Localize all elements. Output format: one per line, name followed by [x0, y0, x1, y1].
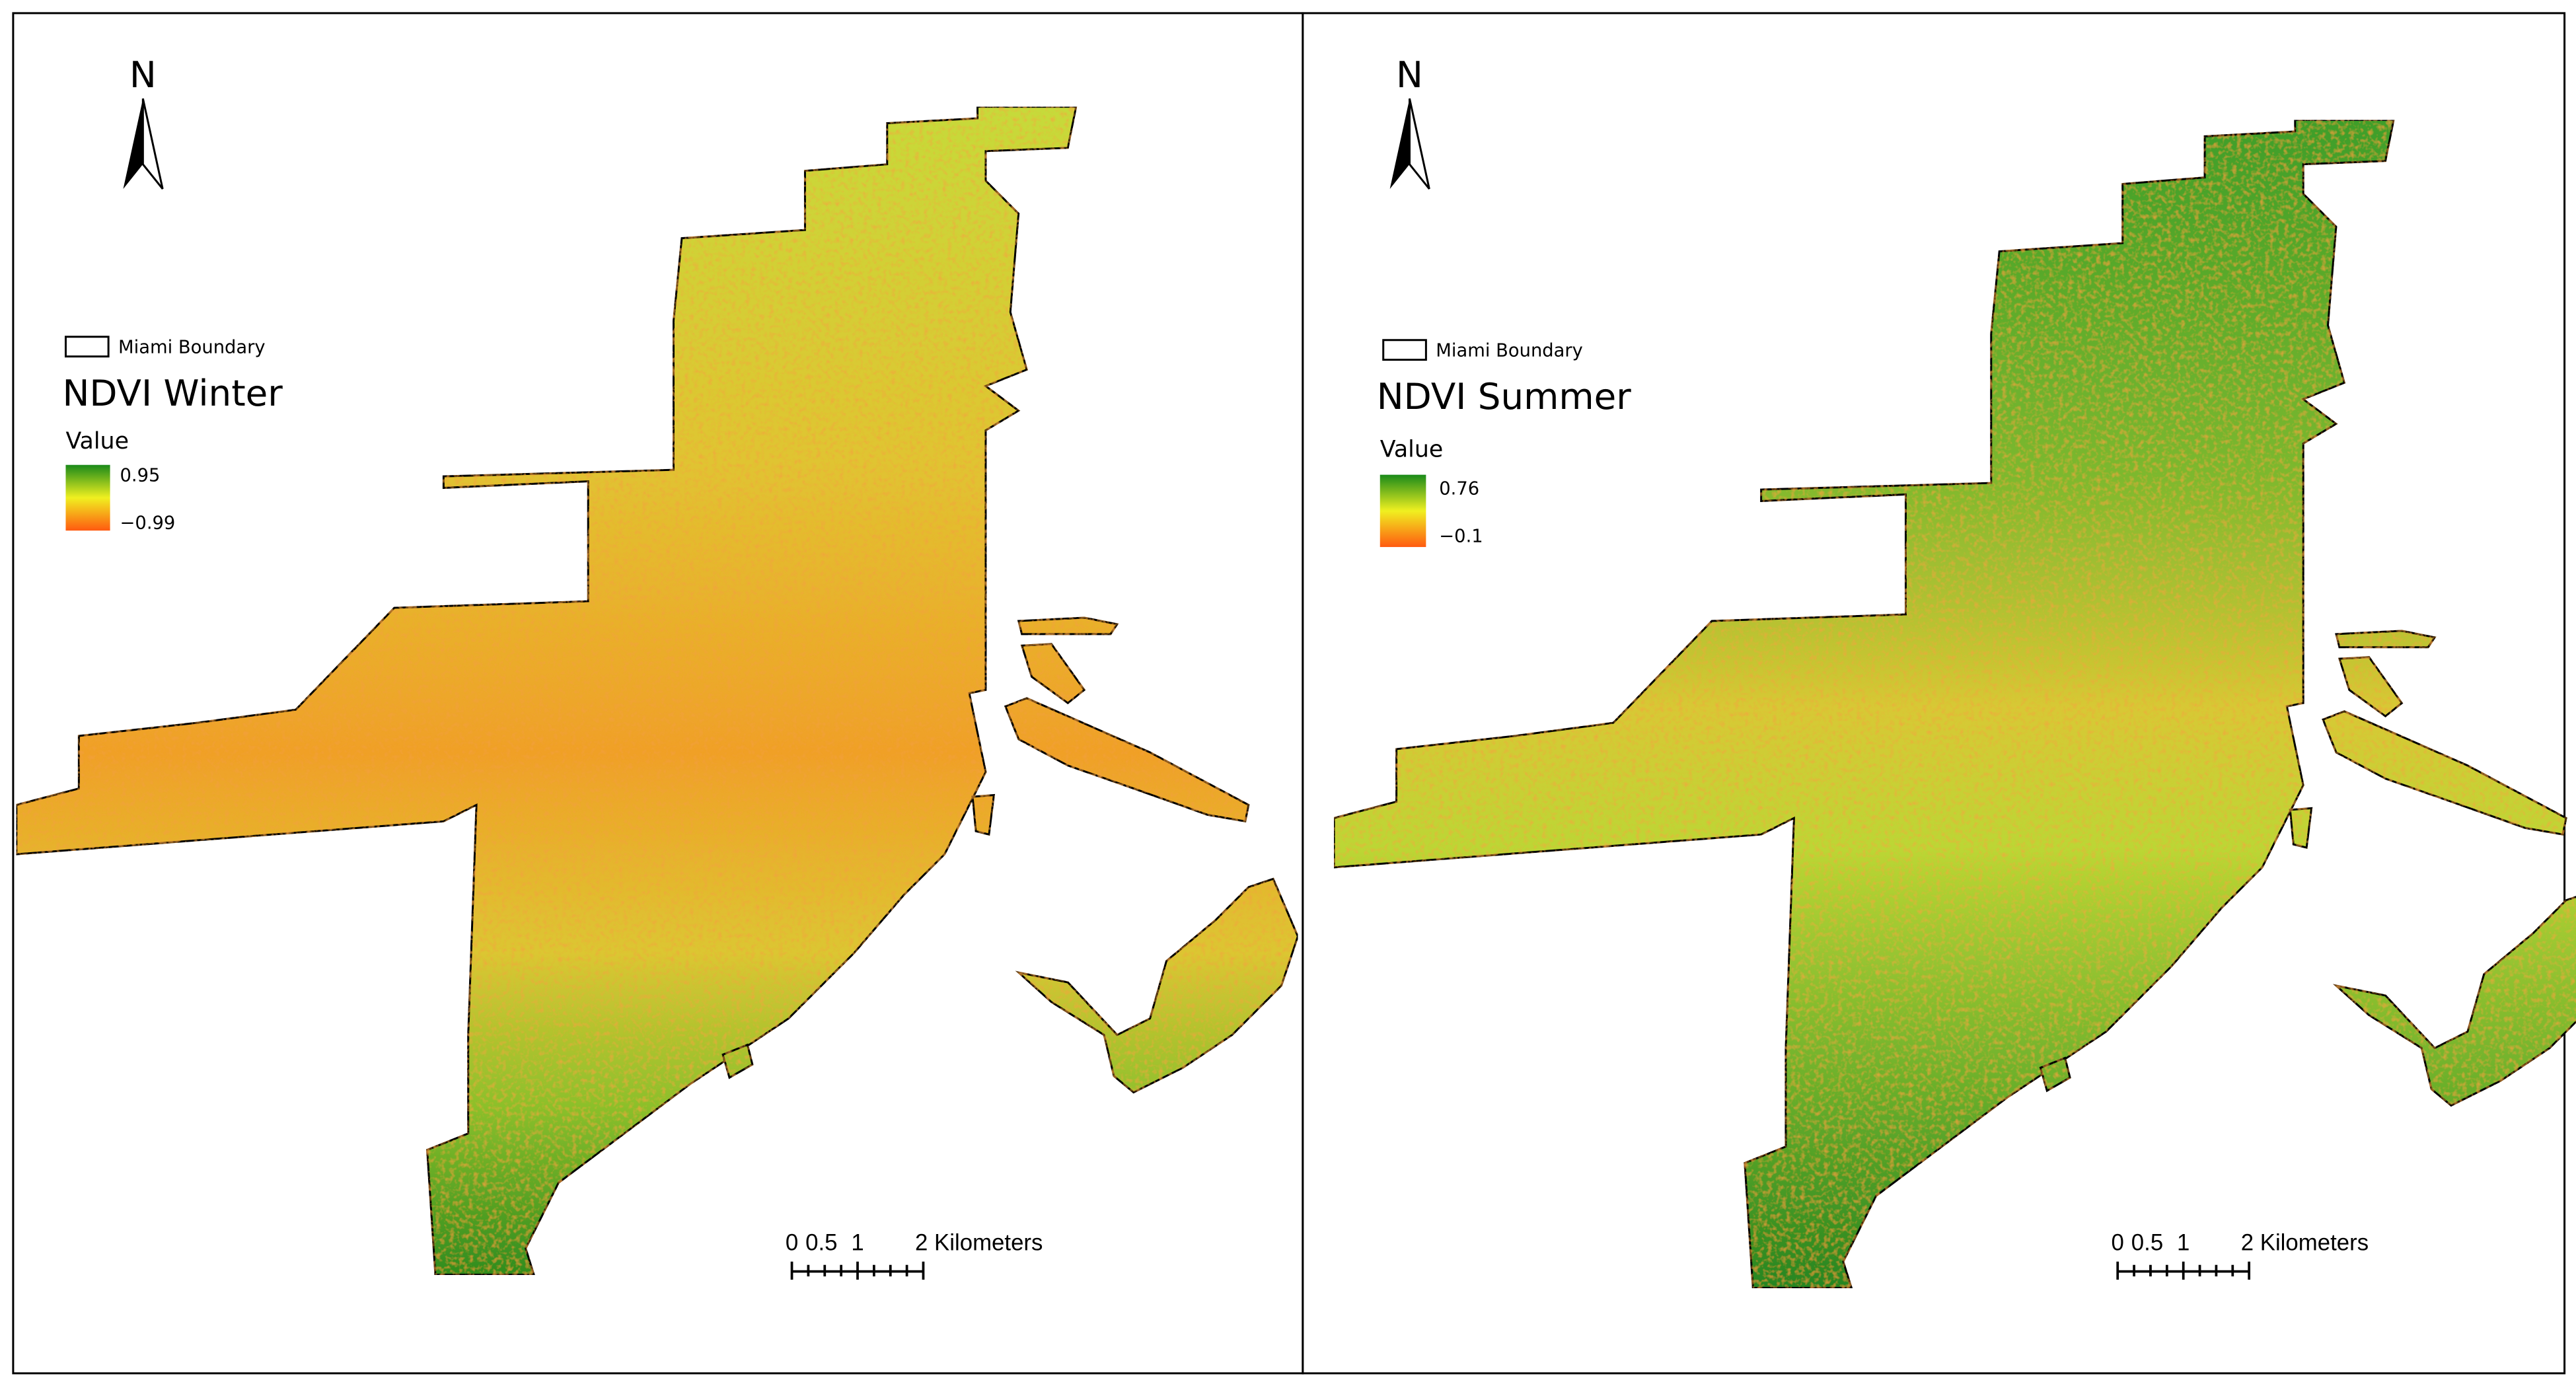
boundary-label: Miami Boundary	[1436, 341, 1583, 361]
legend-title: NDVI Summer	[1377, 375, 1632, 418]
legend-value-label: Value	[65, 428, 129, 455]
boundary-swatch	[1382, 339, 1427, 361]
scale-tick-label: 0	[786, 1229, 798, 1255]
north-arrow	[1389, 98, 1410, 189]
legend-max: 0.95	[120, 466, 161, 486]
legend-min: −0.99	[120, 513, 176, 534]
north-label: N	[1396, 54, 1423, 96]
legend-title: NDVI Winter	[62, 372, 283, 414]
legend-value-label: Value	[1380, 436, 1444, 462]
legend-ramp	[1380, 474, 1426, 548]
legend-max: 0.76	[1439, 478, 1479, 499]
boundary-label: Miami Boundary	[118, 338, 266, 358]
scale-tick-label: 0.5	[805, 1229, 837, 1255]
legend-min: −0.1	[1439, 527, 1483, 547]
north-arrow	[123, 98, 143, 189]
scale-tick-label: 0.5	[2131, 1229, 2163, 1255]
scale-end-label: 2 Kilometers	[915, 1229, 1043, 1255]
scale-tick-label: 0	[2112, 1229, 2124, 1255]
scale-tick-label: 1	[2177, 1229, 2190, 1255]
north-arrow	[1409, 98, 1430, 190]
scale-end-label: 2 Kilometers	[2241, 1229, 2369, 1255]
scale-bar	[790, 1261, 925, 1280]
legend-ramp	[65, 464, 110, 531]
boundary-swatch	[64, 336, 110, 358]
scale-tick-label: 1	[851, 1229, 864, 1255]
north-label: N	[129, 54, 157, 96]
scale-bar	[2116, 1261, 2251, 1280]
north-arrow	[141, 98, 164, 190]
